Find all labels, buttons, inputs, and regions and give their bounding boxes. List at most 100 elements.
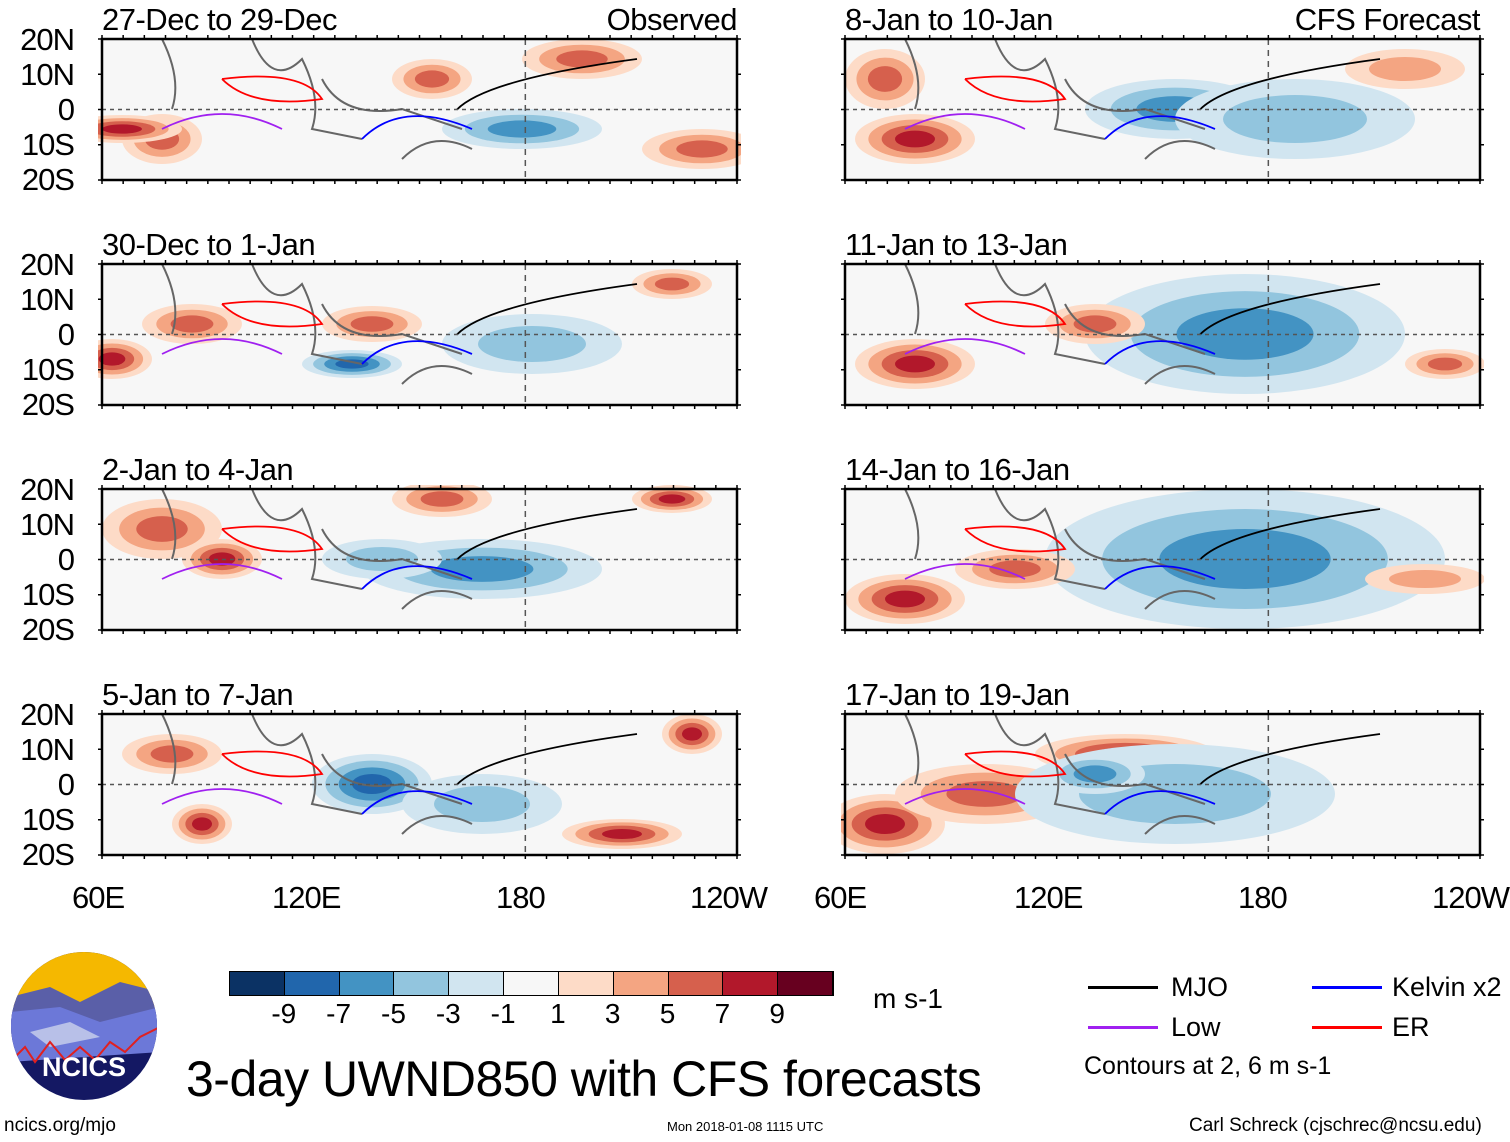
wind-anomaly [989, 560, 1041, 578]
wind-anomaly [1427, 357, 1463, 371]
colorbar-bin [504, 972, 559, 995]
er-contour [221, 300, 324, 328]
panel-title: 17-Jan to 19-Jan [845, 677, 1070, 712]
legend-er-line [1312, 1026, 1382, 1029]
wind-anomaly [414, 70, 450, 88]
panel-title: 2-Jan to 4-Jan [102, 452, 294, 487]
coastline [161, 38, 473, 160]
wind-anomaly [102, 124, 142, 134]
wind-anomaly [136, 516, 188, 542]
low-contour [904, 113, 1026, 130]
lon-label-60e-right: 60E [814, 880, 867, 915]
wind-anomaly [335, 359, 369, 369]
lat-label: 0 [57, 767, 75, 802]
lon-label-180-left: 180 [496, 880, 546, 915]
lon-label-180-right: 180 [1238, 880, 1288, 915]
low-contour [161, 788, 283, 805]
lon-label-120e-left: 120E [272, 880, 341, 915]
lat-label: 20S [21, 387, 75, 422]
wind-anomaly [98, 352, 126, 366]
panel-title: 5-Jan to 7-Jan [102, 677, 294, 712]
wind-anomaly [420, 491, 464, 507]
wind-anomaly [150, 745, 194, 763]
ncics-logo: NCICS [11, 952, 157, 1100]
logo-text: NCICS [42, 1052, 126, 1082]
er-contour [964, 75, 1067, 103]
map-panel [841, 35, 1484, 184]
mjo-contour [1199, 733, 1381, 786]
colorbar-label: 1 [550, 998, 566, 1029]
colorbar-bin [558, 972, 614, 995]
colorbar-bin [284, 972, 340, 995]
kelvin-contour [1104, 115, 1216, 140]
mjo-contour [456, 58, 638, 111]
colorbar-label: 3 [604, 998, 621, 1029]
wind-anomaly [1073, 765, 1117, 783]
wind-anomaly [1389, 570, 1461, 588]
legend-low-label: Low [1171, 1012, 1221, 1042]
colorbar [229, 971, 834, 996]
map-panel [98, 485, 741, 634]
footer-author: Carl Schreck (cjschrec@ncsu.edu) [1189, 1115, 1482, 1136]
low-contour [161, 338, 283, 355]
wind-anomaly [192, 817, 212, 831]
mjo-contour [1199, 508, 1381, 561]
kelvin-contour [1104, 340, 1216, 365]
coastline [904, 263, 1216, 385]
coastline [904, 713, 1216, 835]
lon-label-120e-right: 120E [1014, 880, 1083, 915]
lat-label: 20N [20, 472, 75, 507]
er-contour [221, 75, 324, 103]
lon-label-60e-left: 60E [72, 880, 125, 915]
wind-anomaly [658, 494, 686, 504]
low-contour [904, 563, 1026, 580]
lat-label: 20N [20, 697, 75, 732]
legend-kelvin-line [1312, 986, 1382, 989]
figure-title: 3-day UWND850 with CFS forecasts [186, 1051, 982, 1107]
colorbar-bin [339, 972, 395, 995]
kelvin-contour [361, 340, 473, 365]
panel-title: 14-Jan to 16-Jan [845, 452, 1070, 487]
wind-anomaly [654, 277, 690, 291]
panel-title: 27-Dec to 29-Dec [102, 2, 337, 37]
colorbar-bin [613, 972, 669, 995]
low-contour [161, 113, 283, 130]
lat-label: 20S [21, 837, 75, 872]
lat-label: 10S [21, 802, 75, 837]
colorbar-bin [230, 972, 285, 995]
legend-er-label: ER [1392, 1012, 1430, 1042]
wind-anomaly [208, 552, 236, 566]
wind-anomaly [682, 727, 702, 741]
colorbar-label: -1 [490, 998, 516, 1029]
coastline [161, 713, 473, 835]
wind-anomaly [895, 355, 935, 373]
map-panel [98, 35, 741, 184]
panel-tag: Observed [606, 2, 738, 37]
mjo-contour [456, 283, 638, 336]
panel-title: 30-Dec to 1-Jan [102, 227, 316, 262]
er-contour [964, 300, 1067, 328]
wind-anomaly [895, 130, 935, 148]
colorbar-bin [778, 972, 833, 995]
wind-anomaly [865, 814, 905, 834]
mjo-contour [1199, 58, 1381, 111]
wind-anomaly [430, 556, 534, 582]
coastline [161, 488, 473, 610]
lat-label: 10N [20, 732, 75, 767]
lat-label: 10S [21, 577, 75, 612]
colorbar-bin [723, 972, 779, 995]
lat-label: 20S [21, 612, 75, 647]
lat-label: 0 [57, 317, 75, 352]
footer-url[interactable]: ncics.org/mjo [4, 1115, 116, 1136]
wind-anomaly [487, 120, 557, 138]
lat-label: 20N [20, 247, 75, 282]
colorbar-label: -7 [326, 998, 352, 1029]
colorbar-label: 9 [769, 998, 785, 1029]
mjo-contour [1199, 283, 1381, 336]
er-contour [221, 525, 324, 553]
lat-label: 10N [20, 507, 75, 542]
er-contour [221, 750, 324, 778]
wind-anomaly [867, 66, 903, 92]
kelvin-contour [361, 115, 473, 140]
legend-mjo-label: MJO [1171, 972, 1228, 1002]
